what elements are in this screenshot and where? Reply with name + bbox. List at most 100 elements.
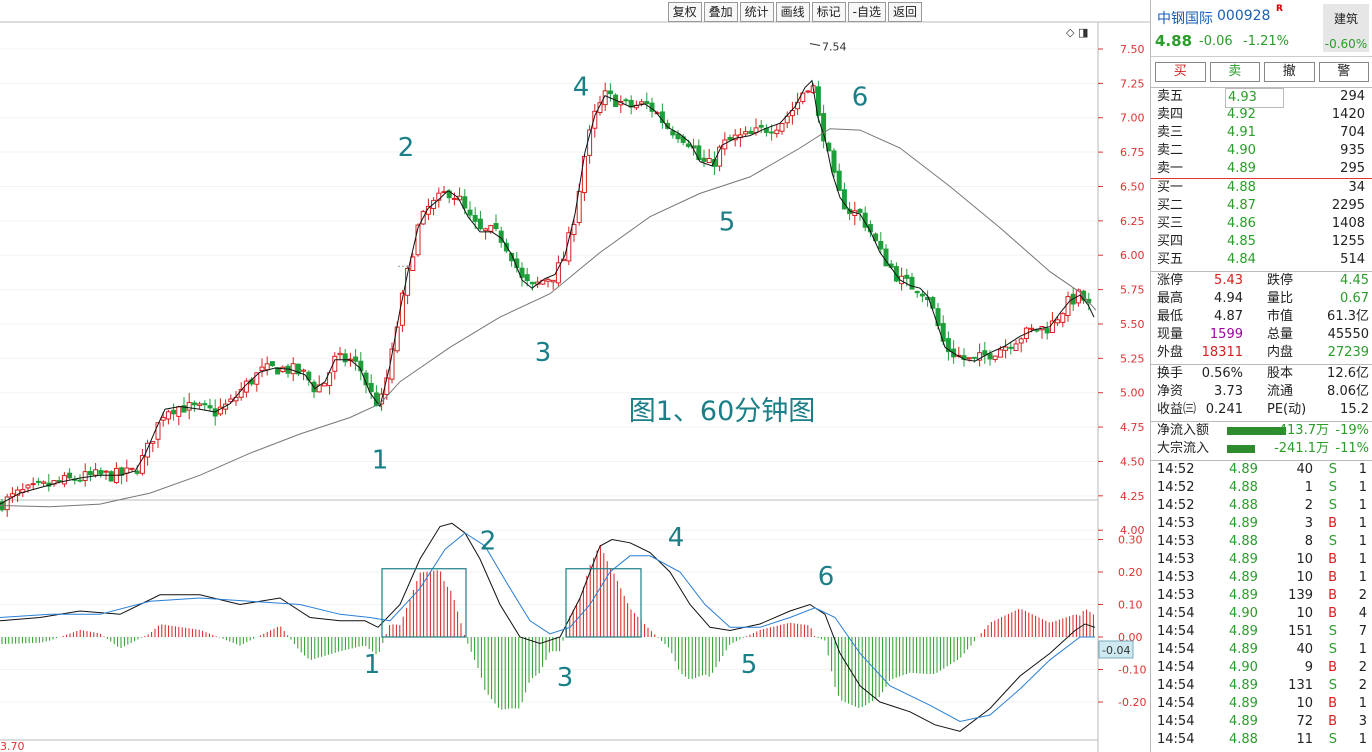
ask-row[interactable]: 卖四 4.92 1420 [1151,106,1372,124]
candle-body [815,86,821,116]
candle-body [191,402,197,406]
price-tick-label: 5.50 [1120,318,1145,331]
toolbar-button-3[interactable]: 画线 [775,2,810,22]
alert-button[interactable]: 警 [1318,62,1369,82]
bid-volume: 1408 [1331,216,1365,231]
wave-number-label: 6 [852,82,869,112]
tick-direction: S [1328,462,1337,477]
bottom-axis-label: 3.70 [0,740,25,752]
tick-time: 14:52 [1157,462,1195,477]
candle-body [519,267,525,278]
candle-body [155,422,161,440]
candle-body [893,266,899,282]
quote-header: 中钢国际 000928 R 4.88 -0.06 -1.21% 建筑 -0.60… [1151,0,1372,57]
candle-body [150,441,156,444]
candle-body [176,406,182,417]
price-tick-label: 7.50 [1120,43,1145,56]
price-tick-label: 6.00 [1120,249,1145,262]
candle-body [1008,346,1014,349]
bid-row[interactable]: 买四 4.85 1255 [1151,233,1372,251]
bid-price: 4.85 [1227,234,1256,249]
candle-body [160,416,166,421]
candle-body [795,101,801,110]
toolbar-button-6[interactable]: 返回 [887,2,922,22]
macd-tick-label: -0.20 [1118,696,1146,709]
toolbar-button-1[interactable]: 叠加 [703,2,738,22]
buy-button[interactable]: 买 [1155,62,1206,82]
chart-toolbar: 复权 叠加 统计 画线 标记 -自选 返回 [666,2,922,22]
tick-count: 1 [1358,516,1367,531]
stock-name[interactable]: 中钢国际 [1157,11,1213,27]
bid-volume: 1255 [1331,234,1365,249]
tick-price: 4.89 [1229,588,1258,603]
macd-wave-label: 4 [668,523,685,553]
tick-row: 14:53 4.89 10 B 1 [1151,569,1372,587]
tick-row: 14:52 4.88 1 S 1 [1151,479,1372,497]
candle-body [602,90,608,106]
ask-row[interactable]: 卖一 4.89 295 [1151,160,1372,178]
candle-body [436,192,442,201]
candle-body [930,297,936,309]
ask-row[interactable]: 卖五 4.93 294 [1151,88,1372,108]
bid-price: 4.88 [1227,180,1256,195]
bid-volume: 2295 [1331,198,1365,213]
tick-count: 1 [1358,552,1367,567]
toolbar-button-5[interactable]: -自选 [847,2,886,22]
candle-body [925,296,931,301]
bid-row[interactable]: 买一 4.88 34 [1151,179,1372,197]
bid-book: 买一 4.88 34 买二 4.87 2295 买三 4.86 1408 买四 4.85 1255 买五… [1151,178,1372,269]
stat-value: 27239 [1327,345,1369,360]
tick-time: 14:53 [1157,570,1195,585]
sector-box[interactable]: 建筑 -0.60% [1323,4,1369,52]
stat-label: 流通 [1267,384,1294,399]
last-price: 4.88 [1155,32,1193,50]
toolbar-button-0[interactable]: 复权 [667,2,702,22]
tick-row: 14:54 4.90 10 B 4 [1151,605,1372,623]
candle-body [597,102,603,114]
stat-value: 5.43 [1214,273,1243,288]
candle-body [977,352,983,361]
cancel-order-button[interactable]: 撤 [1264,62,1315,82]
stat-value: 1599 [1209,327,1243,342]
flow-pct: -11% [1335,441,1369,456]
tick-time: 14:54 [1157,678,1195,693]
tick-volume: 1 [1304,480,1313,495]
bid-row[interactable]: 买二 4.87 2295 [1151,197,1372,215]
stock-chart[interactable]: 7.50 7.25 7.00 6.75 6.50 6.25 6.00 5.75 5.50 5.25… [0,0,1150,752]
candle-body [675,133,681,140]
stats-block-1: 涨停 5.43 跌停 4.45 最高 4.94 量比 0.67 最低 4.87 市值 61.3亿 现量 1… [1151,271,1372,362]
toolbar-button-4[interactable]: 标记 [811,2,846,22]
fund-flow: 净流入额 -413.7万 -19% 大宗流入 -241.1万 -11% [1151,421,1372,458]
chart-area[interactable]: 7.50 7.25 7.00 6.75 6.50 6.25 6.00 5.75 5.50 5.25… [0,0,1150,752]
macd-current-value: -0.04 [1102,644,1130,657]
ask-row[interactable]: 卖二 4.90 935 [1151,142,1372,160]
flow-row: 大宗流入 -241.1万 -11% [1151,440,1372,458]
candle-body [186,401,192,411]
bid-row[interactable]: 买三 4.86 1408 [1151,215,1372,233]
stats-block-2: 换手 0.56% 股本 12.6亿 净资 3.73 流通 8.06亿 收益㈢ 0.241 PE(动)… [1151,364,1372,419]
toolbar-button-2[interactable]: 统计 [739,2,774,22]
macd-tick-label: 0.20 [1118,566,1143,579]
tick-direction: B [1328,660,1337,675]
sell-button[interactable]: 卖 [1209,62,1260,82]
candle-body [145,442,151,458]
candle-body [769,131,775,134]
bid-row[interactable]: 买五 4.84 514 [1151,251,1372,269]
long-ma-line [0,128,1097,508]
ask-price: 4.89 [1227,161,1256,176]
candle-body [727,136,733,141]
stat-label: 换手 [1157,366,1184,381]
tick-row: 14:53 4.89 10 B 1 [1151,551,1372,569]
diamond-icon[interactable]: ◇ [1066,26,1075,39]
candle-body [571,224,577,236]
window-toggle-icon[interactable]: ◨ [1077,26,1089,39]
chart-corner-icons[interactable]: ◇ ◨ [1066,26,1088,39]
tick-direction: S [1328,624,1337,639]
candle-body [337,352,343,356]
candle-body [971,356,977,359]
tick-price: 4.89 [1229,552,1258,567]
candle-body [1055,319,1061,324]
ask-row[interactable]: 卖三 4.91 704 [1151,124,1372,142]
tick-direction: B [1328,552,1337,567]
short-ma-line [0,79,1095,505]
